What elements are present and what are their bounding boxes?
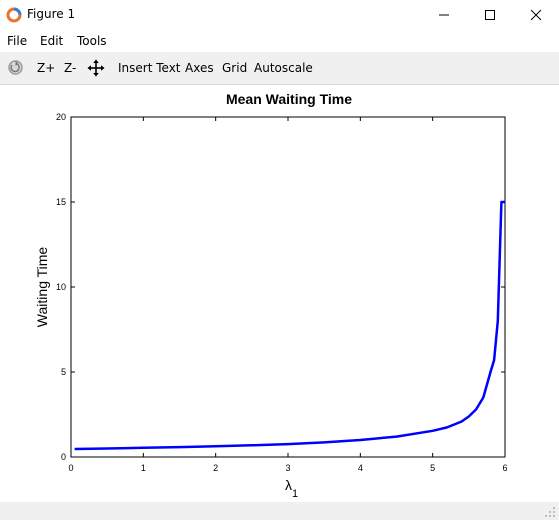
maximize-icon (485, 10, 495, 20)
window-title: Figure 1 (27, 7, 76, 21)
y-tick-label: 15 (56, 197, 66, 207)
y-tick-label: 20 (56, 112, 66, 122)
chart-title: Mean Waiting Time (226, 91, 352, 107)
pan-icon[interactable] (87, 59, 105, 77)
series-line (74, 200, 505, 451)
x-tick-label: 3 (285, 463, 290, 473)
close-icon (530, 9, 542, 21)
x-tick-label: 1 (141, 463, 146, 473)
y-axis-label: Waiting Time (34, 247, 50, 328)
maximize-button[interactable] (467, 0, 513, 30)
axes-button[interactable]: Axes (185, 61, 214, 75)
status-bar (0, 502, 559, 520)
title-bar: Figure 1 (0, 0, 559, 30)
close-button[interactable] (513, 0, 559, 30)
chart: Mean Waiting Time 0 1 2 3 4 5 6 0 5 10 15 20 Waitin… (34, 91, 508, 500)
y-tick-label: 10 (56, 282, 66, 292)
y-tick-label: 0 (61, 452, 66, 462)
minimize-button[interactable] (421, 0, 467, 30)
x-tick-label: 5 (430, 463, 435, 473)
x-tick-label: 4 (358, 463, 363, 473)
x-axis-label-subscript: 1 (292, 488, 298, 500)
plot-area (70, 116, 506, 458)
y-tick-label: 5 (61, 367, 66, 377)
zoom-out-button[interactable]: Z- (64, 61, 77, 75)
rotate-icon[interactable] (7, 59, 24, 76)
zoom-in-button[interactable]: Z+ (37, 61, 56, 75)
menu-file[interactable]: File (7, 34, 28, 48)
figure-canvas: Mean Waiting Time 0 1 2 3 4 5 6 0 5 10 15 20 Waitin… (0, 85, 559, 502)
x-axis-label-main: λ (285, 477, 292, 493)
menu-tools[interactable]: Tools (77, 34, 107, 48)
minimize-icon (439, 14, 449, 16)
menu-edit[interactable]: Edit (40, 34, 64, 48)
octave-app-icon (6, 7, 22, 23)
resize-grip-icon[interactable] (544, 506, 556, 518)
figure-toolbar: Z+ Z- Insert Text Axes Grid Autoscale (0, 52, 559, 85)
autoscale-button[interactable]: Autoscale (254, 61, 313, 75)
x-tick-label: 2 (213, 463, 218, 473)
grid-button[interactable]: Grid (222, 61, 248, 75)
menu-bar: File Edit Tools (0, 30, 559, 52)
x-tick-label: 0 (68, 463, 73, 473)
x-tick-label: 6 (502, 463, 507, 473)
x-axis-label: λ1 (285, 477, 298, 500)
insert-text-button[interactable]: Insert Text (118, 61, 181, 75)
